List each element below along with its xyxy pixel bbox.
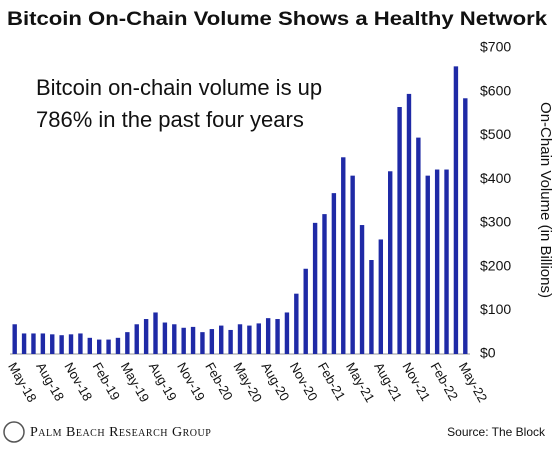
bar xyxy=(350,175,355,354)
bar xyxy=(190,326,196,354)
y-tick-label: $400 xyxy=(480,170,511,186)
bar xyxy=(369,260,374,354)
bar xyxy=(416,137,421,354)
bar xyxy=(125,332,130,354)
bar xyxy=(425,175,430,354)
bar xyxy=(78,333,83,354)
y-tick-label: $600 xyxy=(480,82,511,98)
annotation: Bitcoin on-chain volume is up xyxy=(36,75,322,100)
bar xyxy=(265,318,271,354)
bar xyxy=(59,335,64,354)
bar xyxy=(181,327,186,354)
bar xyxy=(247,325,252,354)
bar xyxy=(312,222,318,354)
source: Source: The Block xyxy=(447,425,546,439)
bar xyxy=(444,169,449,354)
logo xyxy=(3,421,25,443)
bar xyxy=(284,312,290,354)
bar xyxy=(341,157,346,354)
bar xyxy=(378,239,384,354)
bar xyxy=(143,319,149,354)
bar xyxy=(275,319,280,354)
bar xyxy=(50,334,55,354)
bar xyxy=(256,323,261,354)
bar xyxy=(322,214,327,354)
x-tick-label: May-22 xyxy=(456,360,491,405)
bar xyxy=(96,339,102,354)
bar xyxy=(303,268,308,354)
bar xyxy=(87,337,92,354)
chart-title: Bitcoin On-Chain Volume Shows a Healthy … xyxy=(7,9,548,30)
bar xyxy=(115,337,121,354)
y-tick-label: $700 xyxy=(480,39,511,55)
annotation: 786% in the past four years xyxy=(36,107,304,132)
bar xyxy=(359,225,365,354)
bar xyxy=(388,171,393,354)
bar xyxy=(331,193,337,354)
bar xyxy=(200,332,205,354)
y-tick-label: $200 xyxy=(480,257,511,273)
bar xyxy=(106,339,111,354)
brand: Palm Beach Research Group xyxy=(30,425,211,440)
bar xyxy=(294,293,299,354)
bar xyxy=(434,169,440,354)
bar xyxy=(40,333,46,354)
y-tick-label: $300 xyxy=(480,214,511,230)
y-axis-label: On-Chain Volume (in Billions) xyxy=(537,102,554,298)
bar xyxy=(237,324,243,354)
bar xyxy=(134,324,139,354)
y-tick-label: $500 xyxy=(480,126,511,142)
bar xyxy=(228,329,233,354)
bar xyxy=(68,334,74,354)
bar xyxy=(463,98,468,355)
bar xyxy=(31,333,36,354)
bar xyxy=(397,107,402,354)
y-tick-label: $0 xyxy=(480,345,496,361)
bar xyxy=(219,325,224,354)
bar xyxy=(453,66,459,355)
bar xyxy=(209,329,215,354)
bar xyxy=(406,93,412,355)
bar xyxy=(172,324,177,354)
bar xyxy=(21,333,27,354)
y-tick-label: $100 xyxy=(480,301,511,317)
bar xyxy=(162,322,168,354)
bar xyxy=(12,324,17,354)
bar xyxy=(153,312,158,354)
